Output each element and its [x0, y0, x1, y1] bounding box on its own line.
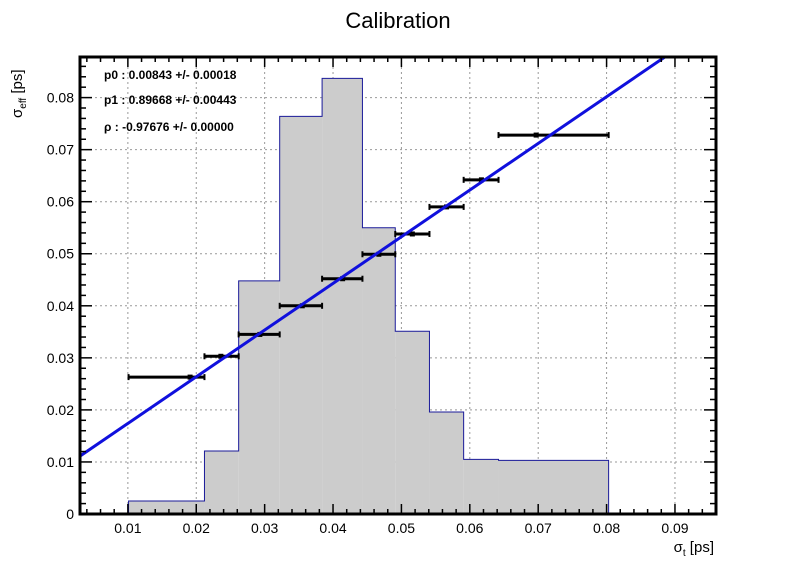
point-marker-8 — [478, 177, 484, 183]
y-tick-label-3: 0.03 — [47, 350, 74, 366]
point-marker-6 — [409, 231, 415, 237]
data-point-1 — [203, 353, 240, 360]
point-marker-1 — [218, 353, 224, 359]
histogram-bin-4 — [322, 78, 363, 514]
y-tick-label-7: 0.07 — [47, 142, 74, 158]
data-point-5 — [361, 251, 397, 258]
x-tick-label-2: 0.03 — [251, 520, 278, 536]
y-tick-label-5: 0.05 — [47, 246, 74, 262]
data-point-8 — [462, 176, 500, 183]
histogram — [128, 77, 610, 514]
fit-line-group — [80, 57, 668, 458]
y-tick-label-1: 0.01 — [47, 454, 74, 470]
histogram-bin-8 — [463, 459, 499, 514]
histogram-bin-7 — [429, 411, 464, 514]
chart-title: Calibration — [345, 8, 450, 33]
fit-line — [80, 57, 668, 458]
y-tick-label-6: 0.06 — [47, 194, 74, 210]
x-tick-label-6: 0.07 — [525, 520, 552, 536]
histogram-bin-1 — [204, 451, 239, 514]
x-tick-label-3: 0.04 — [319, 520, 346, 536]
x-axis: 0.01 0.02 0.03 0.04 0.05 0.06 0.07 0.08 0.09 — [86, 57, 704, 536]
histogram-bin-6 — [395, 331, 430, 514]
y-tick-label-4: 0.04 — [47, 298, 74, 314]
stats-line-p1: p1 : 0.89668 +/- 0.00443 — [104, 93, 237, 107]
x-tick-label-0: 0.01 — [114, 520, 141, 536]
data-point-0 — [127, 374, 206, 381]
y-axis-label-main: σ — [9, 108, 26, 118]
y-tick-label-2: 0.02 — [47, 402, 74, 418]
x-tick-label-4: 0.05 — [388, 520, 415, 536]
x-axis-label-main: σ — [674, 539, 684, 556]
y-axis: 0 0.01 0.02 0.03 0.04 0.05 0.06 0.07 0.08 — [47, 65, 716, 522]
x-axis-label-sub: t — [683, 548, 686, 559]
x-axis-label-unit: [ps] — [686, 539, 714, 556]
histogram-bin-2 — [238, 280, 280, 514]
y-tick-label-0: 0 — [66, 506, 74, 522]
histogram-outline — [128, 77, 610, 514]
x-tick-label-8: 0.09 — [661, 520, 688, 536]
y-axis-label-unit: [ps] — [9, 69, 26, 97]
point-marker-9 — [533, 132, 539, 138]
x-tick-label-1: 0.02 — [183, 520, 210, 536]
y-axis-label: σeff [ps] — [9, 69, 29, 118]
stats-line-rho: ρ : -0.97676 +/- 0.00000 — [104, 120, 234, 134]
histogram-bin-9 — [498, 460, 609, 514]
histogram-bin-5 — [362, 227, 396, 514]
x-tick-label-5: 0.06 — [456, 520, 483, 536]
stats-box: p0 : 0.00843 +/- 0.00018 p1 : 0.89668 +/… — [104, 68, 237, 134]
stats-line-p0: p0 : 0.00843 +/- 0.00018 — [104, 68, 237, 82]
point-marker-0 — [187, 374, 193, 380]
data-point-6 — [394, 230, 431, 237]
point-marker-4 — [340, 276, 346, 282]
y-axis-label-sub: eff — [18, 98, 29, 109]
point-marker-5 — [376, 251, 382, 257]
x-tick-label-7: 0.08 — [593, 520, 620, 536]
histogram-bin-0 — [128, 500, 205, 514]
x-axis-label: σt [ps] — [674, 539, 714, 559]
data-point-9 — [497, 132, 610, 139]
y-tick-label-8: 0.08 — [47, 90, 74, 106]
